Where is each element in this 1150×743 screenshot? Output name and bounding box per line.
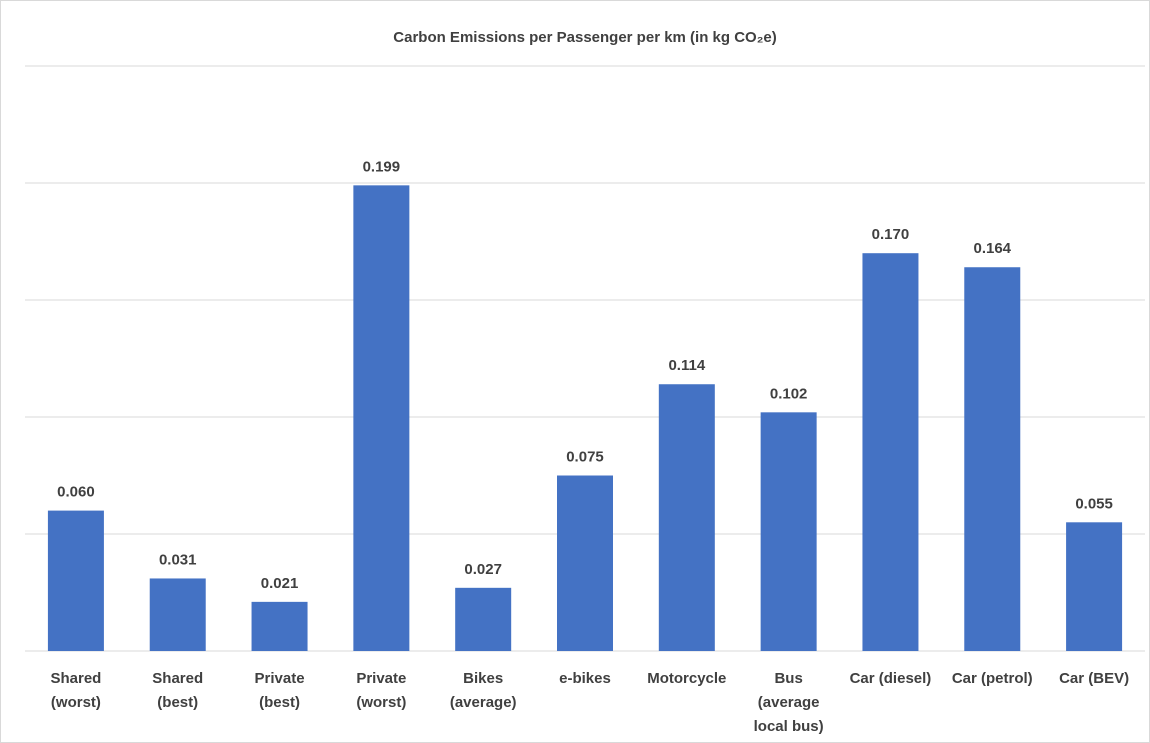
- x-tick-label: Car (BEV): [1059, 670, 1129, 687]
- data-label: 0.102: [770, 385, 808, 402]
- x-tick-label: Private (best): [255, 670, 305, 711]
- data-label: 0.021: [261, 575, 299, 592]
- x-tick-label: Shared (best): [152, 670, 203, 711]
- bar: [47, 510, 104, 651]
- bar: [964, 267, 1021, 651]
- x-tick-label: e-bikes: [559, 670, 611, 687]
- bar: [760, 412, 817, 651]
- bar: [1066, 522, 1123, 651]
- data-label: 0.170: [872, 226, 910, 243]
- chart-title: Carbon Emissions per Passenger per km (i…: [393, 29, 776, 46]
- bar: [658, 384, 715, 651]
- data-label: 0.199: [363, 158, 401, 175]
- x-tick-label: Car (diesel): [850, 670, 932, 687]
- data-label: 0.055: [1075, 495, 1113, 512]
- data-label: 0.114: [668, 357, 705, 374]
- bar: [862, 253, 919, 651]
- x-tick-label: Car (petrol): [952, 670, 1033, 687]
- x-tick-label: Shared (worst): [50, 670, 101, 711]
- bar: [251, 601, 308, 651]
- bar: [455, 587, 512, 651]
- data-label: 0.075: [566, 448, 604, 465]
- bar: [557, 475, 613, 651]
- data-label: 0.031: [159, 551, 197, 568]
- x-tick-label: Motorcycle: [647, 670, 726, 687]
- bar: [149, 578, 206, 651]
- data-label: 0.060: [57, 484, 95, 501]
- x-tick-label: Bus (average local bus): [754, 670, 824, 735]
- x-tick-label: Bikes (average): [450, 670, 517, 711]
- x-tick-label: Private (worst): [356, 670, 406, 711]
- bar: [353, 185, 410, 651]
- data-label: 0.164: [973, 240, 1011, 257]
- data-label: 0.027: [464, 561, 502, 578]
